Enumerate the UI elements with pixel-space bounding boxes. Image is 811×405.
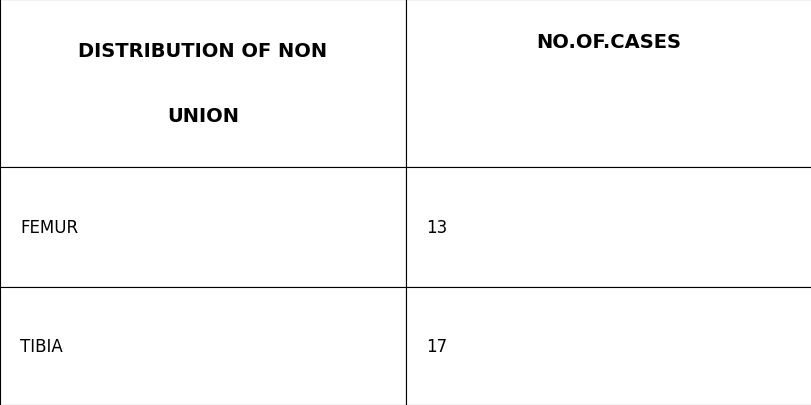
Bar	[0, 288, 406, 405]
Bar	[406, 168, 811, 288]
Text: TIBIA: TIBIA	[20, 337, 63, 355]
Text: UNION: UNION	[167, 107, 238, 126]
Text: 17: 17	[426, 337, 447, 355]
Bar	[0, 0, 406, 168]
Bar	[0, 168, 406, 288]
Text: 13: 13	[426, 219, 447, 237]
Text: FEMUR: FEMUR	[20, 219, 79, 237]
Bar	[406, 0, 811, 168]
Bar	[406, 288, 811, 405]
Text: DISTRIBUTION OF NON: DISTRIBUTION OF NON	[79, 42, 327, 61]
Text: NO.OF.CASES: NO.OF.CASES	[536, 32, 680, 51]
